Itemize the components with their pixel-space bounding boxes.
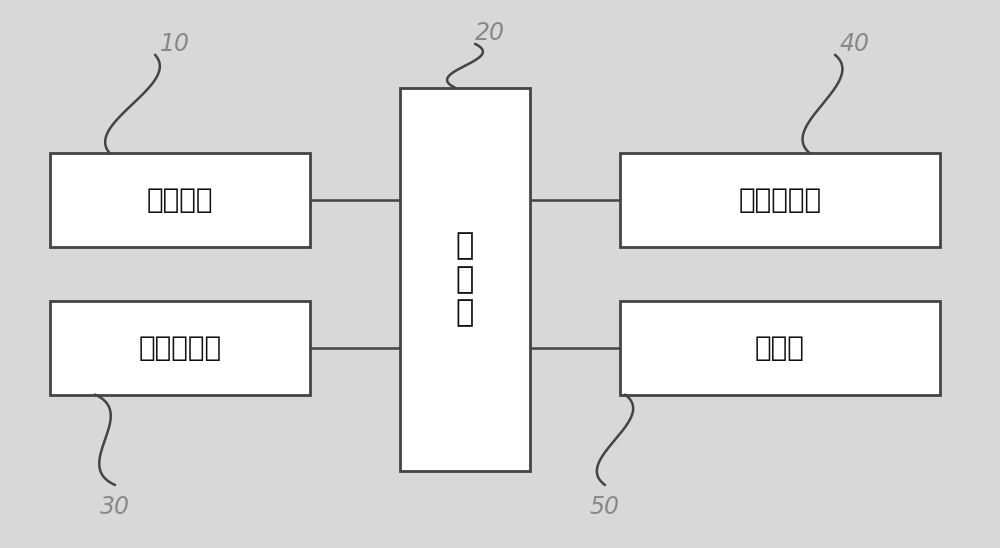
- Text: 10: 10: [160, 32, 190, 56]
- Text: 20: 20: [475, 21, 505, 45]
- Text: 40: 40: [840, 32, 870, 56]
- Text: 加速度表: 加速度表: [147, 186, 213, 214]
- FancyBboxPatch shape: [400, 88, 530, 471]
- Text: 30: 30: [100, 495, 130, 519]
- Text: 50: 50: [590, 495, 620, 519]
- Text: 发送部: 发送部: [755, 334, 805, 362]
- FancyBboxPatch shape: [620, 153, 940, 247]
- Text: 数据存储部: 数据存储部: [738, 186, 822, 214]
- FancyBboxPatch shape: [50, 301, 310, 395]
- Text: 窗口传感器: 窗口传感器: [138, 334, 222, 362]
- FancyBboxPatch shape: [620, 301, 940, 395]
- FancyBboxPatch shape: [50, 153, 310, 247]
- Text: 控
制
部: 控 制 部: [456, 231, 474, 328]
